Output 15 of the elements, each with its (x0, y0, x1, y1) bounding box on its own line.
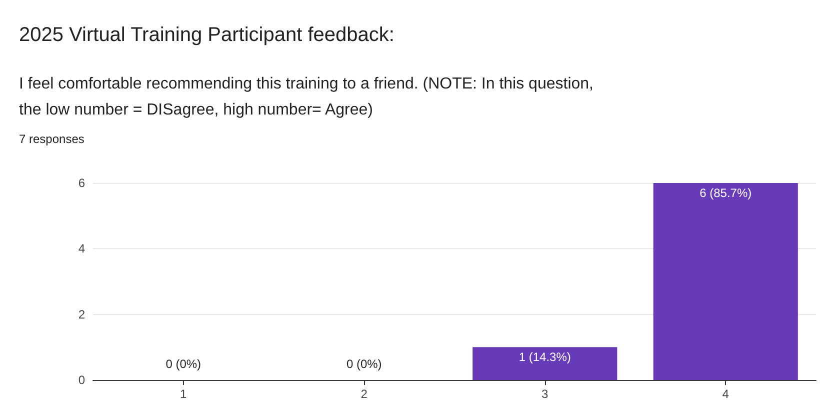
data-label: 0 (0%) (346, 357, 382, 371)
text: 7 responses (19, 132, 84, 146)
chart-title: 2025 Virtual Training Participant feedback: (19, 24, 394, 46)
x-tick-label: 4 (722, 387, 730, 401)
y-tick-label: 6 (78, 176, 86, 190)
data-label: 1 (14.3%) (518, 350, 571, 364)
y-tick-label: 4 (78, 242, 86, 256)
y-tick-label: 2 (78, 307, 86, 322)
x-tick-label: 1 (180, 387, 188, 401)
x-tick-label: 2 (360, 387, 368, 401)
data-label: 6 (85.7%) (700, 186, 752, 200)
data-label: 0 (0%) (166, 357, 202, 371)
y-tick-label: 0 (78, 373, 86, 387)
chart-subtitle: I feel comfortable recommending this training to a friend. (NOTE: In this question, the low number = DISagree, high number= Agree) (19, 76, 598, 118)
x-tick-label: 3 (542, 387, 549, 401)
